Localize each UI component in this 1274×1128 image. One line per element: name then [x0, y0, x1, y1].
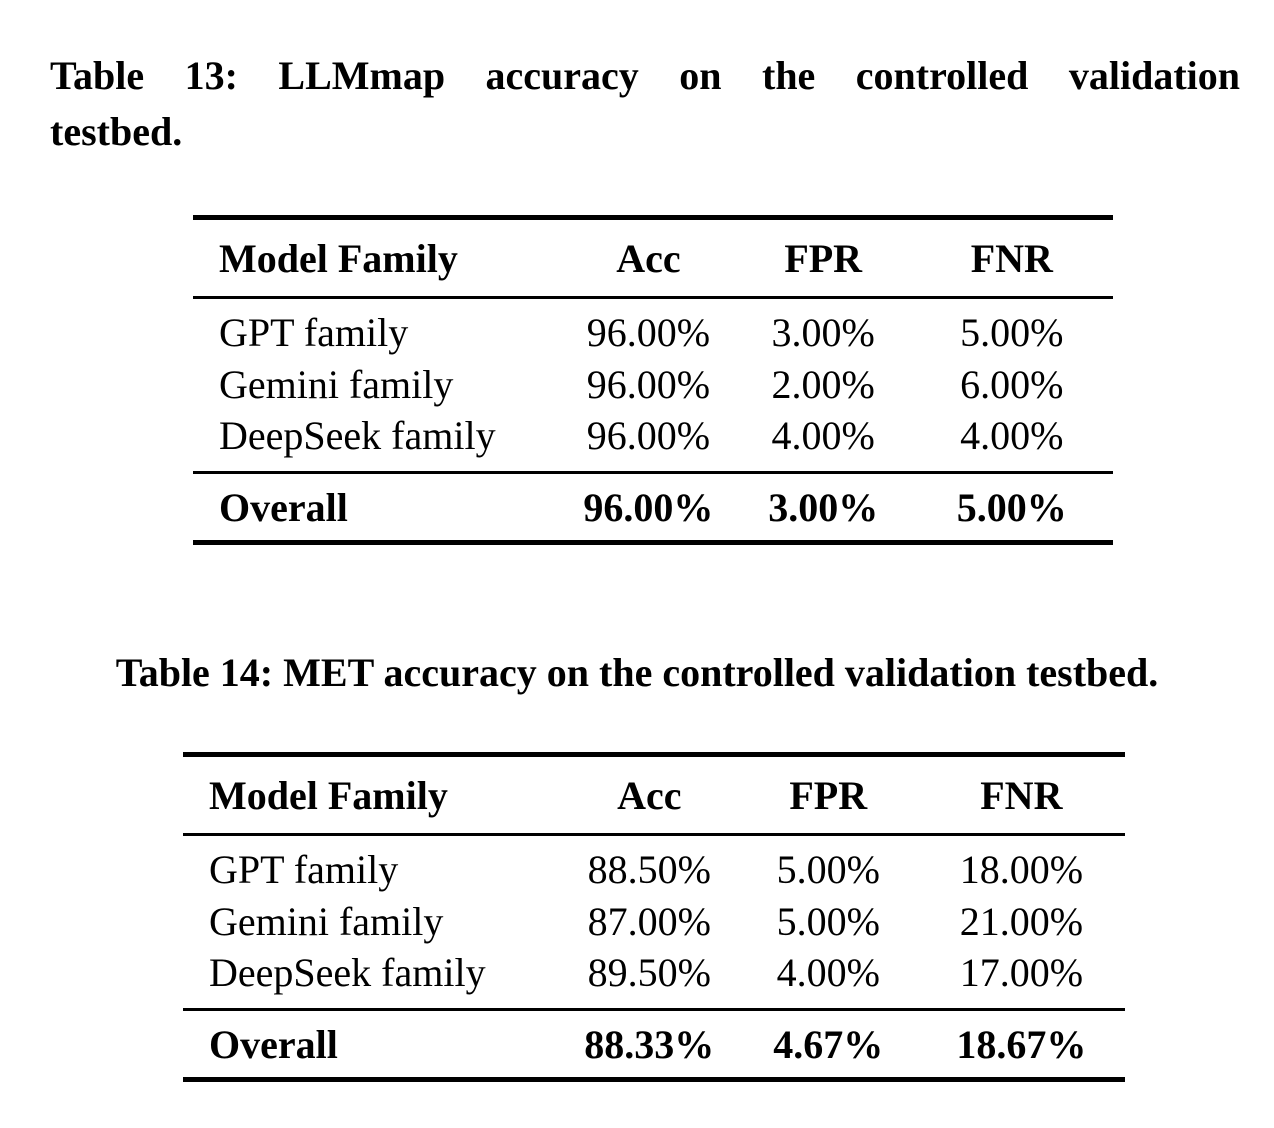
table-13-body: GPT family 96.00% 3.00% 5.00% Gemini fam…	[193, 298, 1113, 473]
col-header-acc: Acc	[561, 217, 736, 299]
table-row-deepseek: DeepSeek family 96.00% 4.00% 4.00%	[193, 412, 1113, 473]
table-13-caption: Table 13: LLMmap accuracy on the control…	[50, 48, 1240, 160]
fnr-cell: 17.00%	[959, 950, 1084, 995]
table-13-caption-line-2: testbed.	[50, 109, 183, 154]
col-header-fnr: FNR	[917, 754, 1125, 836]
table-14-body: GPT family 88.50% 5.00% 18.00% Gemini fa…	[183, 835, 1125, 1010]
table-row-overall: Overall 96.00% 3.00% 5.00%	[193, 471, 1113, 543]
table-14-footer: Overall 88.33% 4.67% 18.67%	[183, 1008, 1125, 1080]
overall-acc-cell: 96.00%	[561, 471, 736, 543]
acc-cell: 89.50%	[587, 950, 711, 995]
llmmap-accuracy-table: Model Family Acc FPR FNR GPT family 96.0…	[193, 215, 1113, 545]
fpr-cell: 5.00%	[776, 898, 880, 944]
overall-label-cell: Overall	[193, 471, 561, 543]
table-14-header: Model Family Acc FPR FNR	[183, 754, 1125, 836]
overall-label-cell: Overall	[183, 1008, 560, 1080]
overall-fnr-cell: 18.67%	[917, 1008, 1125, 1080]
acc-cell: 88.50%	[587, 847, 711, 892]
fnr-cell: 6.00%	[960, 361, 1064, 407]
acc-cell: 96.00%	[586, 413, 711, 458]
model-family-cell: Gemini family	[209, 898, 444, 944]
table-row-gpt: GPT family 96.00% 3.00% 5.00%	[193, 298, 1113, 357]
col-header-fpr: FPR	[738, 754, 918, 836]
fpr-cell: 4.00%	[776, 950, 880, 995]
table-row-gemini: Gemini family 96.00% 2.00% 6.00%	[193, 356, 1113, 412]
col-header-fnr: FNR	[910, 217, 1113, 299]
fpr-cell: 5.00%	[776, 847, 880, 892]
col-header-model-family: Model Family	[183, 754, 560, 836]
table-14-caption: Table 14: MET accuracy on the controlled…	[0, 645, 1274, 701]
model-family-cell: Gemini family	[219, 361, 454, 407]
table-row-overall: Overall 88.33% 4.67% 18.67%	[183, 1008, 1125, 1080]
table-row-gemini: Gemini family 87.00% 5.00% 21.00%	[183, 893, 1125, 949]
header-row: Model Family Acc FPR FNR	[183, 754, 1125, 836]
table-13-caption-line-1: Table 13: LLMmap accuracy on the control…	[50, 53, 1240, 98]
model-family-cell: GPT family	[209, 847, 399, 892]
overall-fpr-cell: 3.00%	[735, 471, 911, 543]
table-13-header: Model Family Acc FPR FNR	[193, 217, 1113, 299]
header-row: Model Family Acc FPR FNR	[193, 217, 1113, 299]
table-13-footer: Overall 96.00% 3.00% 5.00%	[193, 471, 1113, 543]
fpr-cell: 3.00%	[771, 310, 875, 355]
acc-cell: 96.00%	[586, 361, 711, 407]
fnr-cell: 21.00%	[959, 898, 1084, 944]
overall-fnr-cell: 5.00%	[910, 471, 1113, 543]
overall-acc-cell: 88.33%	[559, 1008, 739, 1080]
fnr-cell: 18.00%	[959, 847, 1084, 892]
acc-cell: 87.00%	[587, 898, 711, 944]
model-family-cell: DeepSeek family	[219, 413, 496, 458]
col-header-fpr: FPR	[735, 217, 911, 299]
col-header-model-family: Model Family	[193, 217, 561, 299]
col-header-acc: Acc	[559, 754, 739, 836]
acc-cell: 96.00%	[586, 310, 711, 355]
fnr-cell: 5.00%	[960, 310, 1064, 355]
fpr-cell: 2.00%	[771, 361, 875, 407]
fnr-cell: 4.00%	[960, 413, 1064, 458]
overall-fpr-cell: 4.67%	[738, 1008, 918, 1080]
table-row-gpt: GPT family 88.50% 5.00% 18.00%	[183, 835, 1125, 894]
table-row-deepseek: DeepSeek family 89.50% 4.00% 17.00%	[183, 949, 1125, 1010]
fpr-cell: 4.00%	[771, 413, 875, 458]
model-family-cell: GPT family	[219, 310, 409, 355]
model-family-cell: DeepSeek family	[209, 950, 486, 995]
met-accuracy-table: Model Family Acc FPR FNR GPT family 88.5…	[183, 752, 1125, 1082]
table-14-caption-text: Table 14: MET accuracy on the controlled…	[115, 650, 1159, 695]
